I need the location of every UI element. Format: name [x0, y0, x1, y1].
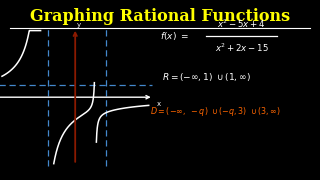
Text: $f(x)\ =$: $f(x)\ =$: [160, 30, 189, 42]
Text: $R = (-\infty,1)\ \cup (1,\infty)$: $R = (-\infty,1)\ \cup (1,\infty)$: [162, 71, 251, 82]
Text: y: y: [76, 22, 80, 28]
Text: Graphing Rational Functions: Graphing Rational Functions: [30, 8, 290, 25]
Text: $x^2 - 5x + 4$: $x^2 - 5x + 4$: [217, 18, 266, 30]
Text: $x^2 + 2x - 15$: $x^2 + 2x - 15$: [215, 42, 268, 54]
Text: x: x: [156, 101, 160, 107]
Text: $D = (-\infty,\ -q)\ \cup(-q,3)\ \cup(3,\infty)$: $D = (-\infty,\ -q)\ \cup(-q,3)\ \cup(3,…: [150, 105, 281, 118]
